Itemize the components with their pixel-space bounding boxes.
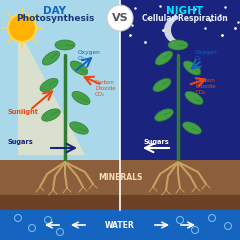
Text: Carbon
Dioxide
CO₂: Carbon Dioxide CO₂ — [196, 78, 217, 95]
Polygon shape — [185, 91, 203, 105]
Text: Cellular Respiration: Cellular Respiration — [142, 14, 228, 23]
Text: DAY: DAY — [43, 6, 66, 16]
Text: Sugars: Sugars — [8, 139, 34, 145]
Polygon shape — [18, 28, 85, 155]
Polygon shape — [72, 91, 90, 105]
Polygon shape — [0, 210, 240, 240]
Polygon shape — [0, 0, 120, 160]
Text: Oxygen
O₂: Oxygen O₂ — [78, 50, 101, 61]
Polygon shape — [42, 51, 60, 65]
Polygon shape — [155, 109, 173, 121]
Polygon shape — [183, 61, 201, 75]
Polygon shape — [70, 122, 88, 134]
Polygon shape — [42, 109, 60, 121]
Text: Oxygen
O₂: Oxygen O₂ — [195, 50, 218, 61]
Polygon shape — [70, 61, 88, 75]
Text: Carbon
Dioxide
CO₂: Carbon Dioxide CO₂ — [95, 80, 116, 96]
Wedge shape — [171, 18, 183, 42]
Text: WATER: WATER — [105, 221, 135, 229]
Text: Photosynthesis: Photosynthesis — [16, 14, 94, 23]
Text: MINERALS: MINERALS — [98, 174, 142, 182]
Polygon shape — [120, 0, 240, 160]
Polygon shape — [155, 51, 173, 65]
Polygon shape — [168, 40, 188, 50]
Text: VS: VS — [112, 13, 128, 23]
Wedge shape — [164, 16, 178, 44]
Polygon shape — [0, 160, 240, 195]
Circle shape — [8, 14, 36, 42]
Polygon shape — [0, 195, 240, 210]
Polygon shape — [183, 122, 201, 134]
Polygon shape — [40, 78, 58, 92]
Text: Sunlight: Sunlight — [8, 109, 39, 115]
Circle shape — [107, 5, 133, 31]
Polygon shape — [153, 78, 171, 92]
Text: Sugars: Sugars — [143, 139, 169, 145]
Polygon shape — [55, 40, 75, 50]
Text: NIGHT: NIGHT — [166, 6, 204, 16]
